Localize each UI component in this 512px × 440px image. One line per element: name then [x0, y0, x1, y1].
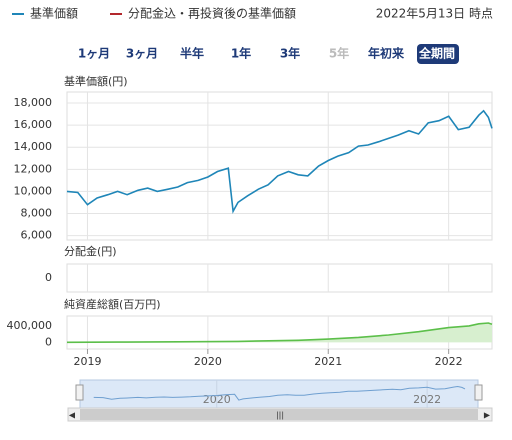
x-tick-label: 2020 [194, 355, 222, 368]
range-button[interactable]: 1年 [231, 46, 251, 61]
y-tick-label: 14,000 [14, 140, 53, 153]
panel-title: 純資産総額(百万円) [64, 297, 161, 311]
as-of-date: 2022年5月13日 時点 [376, 7, 493, 21]
range-button[interactable]: 1ヶ月 [78, 47, 110, 61]
active-range-bg [417, 44, 459, 64]
navigator-handle[interactable] [474, 384, 483, 401]
panel-title: 分配金(円) [64, 244, 117, 258]
navigator-tick-label: 2022 [413, 393, 441, 406]
range-button[interactable]: 3年 [280, 46, 300, 61]
y-tick-label: 0 [45, 335, 52, 348]
nav-line [66, 109, 493, 214]
x-tick-label: 2021 [314, 355, 342, 368]
range-button: 5年 [329, 46, 349, 61]
plot-frame [66, 91, 493, 241]
y-tick-label: 10,000 [14, 184, 53, 197]
navigator-window[interactable] [79, 379, 479, 409]
y-tick-label: 6,000 [21, 229, 53, 242]
plot-frame [66, 263, 493, 293]
y-tick-label: 0 [45, 271, 52, 284]
x-tick-label: 2019 [73, 355, 101, 368]
scroll-left[interactable]: ◀ [69, 411, 76, 420]
range-button[interactable]: 半年 [180, 46, 204, 61]
navigator-line [93, 385, 466, 401]
y-tick-label: 12,000 [14, 162, 53, 175]
y-tick-label: 18,000 [14, 96, 53, 109]
area-line [66, 322, 493, 344]
y-tick-label: 8,000 [21, 206, 53, 219]
scrollbar-thumb[interactable] [80, 409, 478, 420]
legend-label: 基準価額 [30, 6, 78, 21]
legend-label: 分配金込・再投資後の基準価額 [128, 6, 296, 21]
range-button[interactable]: 年初来 [368, 46, 405, 61]
range-button[interactable]: 3ヶ月 [126, 47, 158, 61]
y-tick-label: 16,000 [14, 118, 53, 131]
y-tick-label: 400,000 [7, 319, 53, 332]
x-tick-label: 2022 [435, 355, 463, 368]
range-button[interactable]: 全期間 [418, 46, 455, 61]
panel-title: 基準価額(円) [64, 74, 128, 88]
navigator-handle[interactable] [75, 384, 84, 401]
scroll-right[interactable]: ▶ [484, 411, 491, 420]
grip: ||| [276, 411, 284, 420]
area [67, 323, 492, 343]
